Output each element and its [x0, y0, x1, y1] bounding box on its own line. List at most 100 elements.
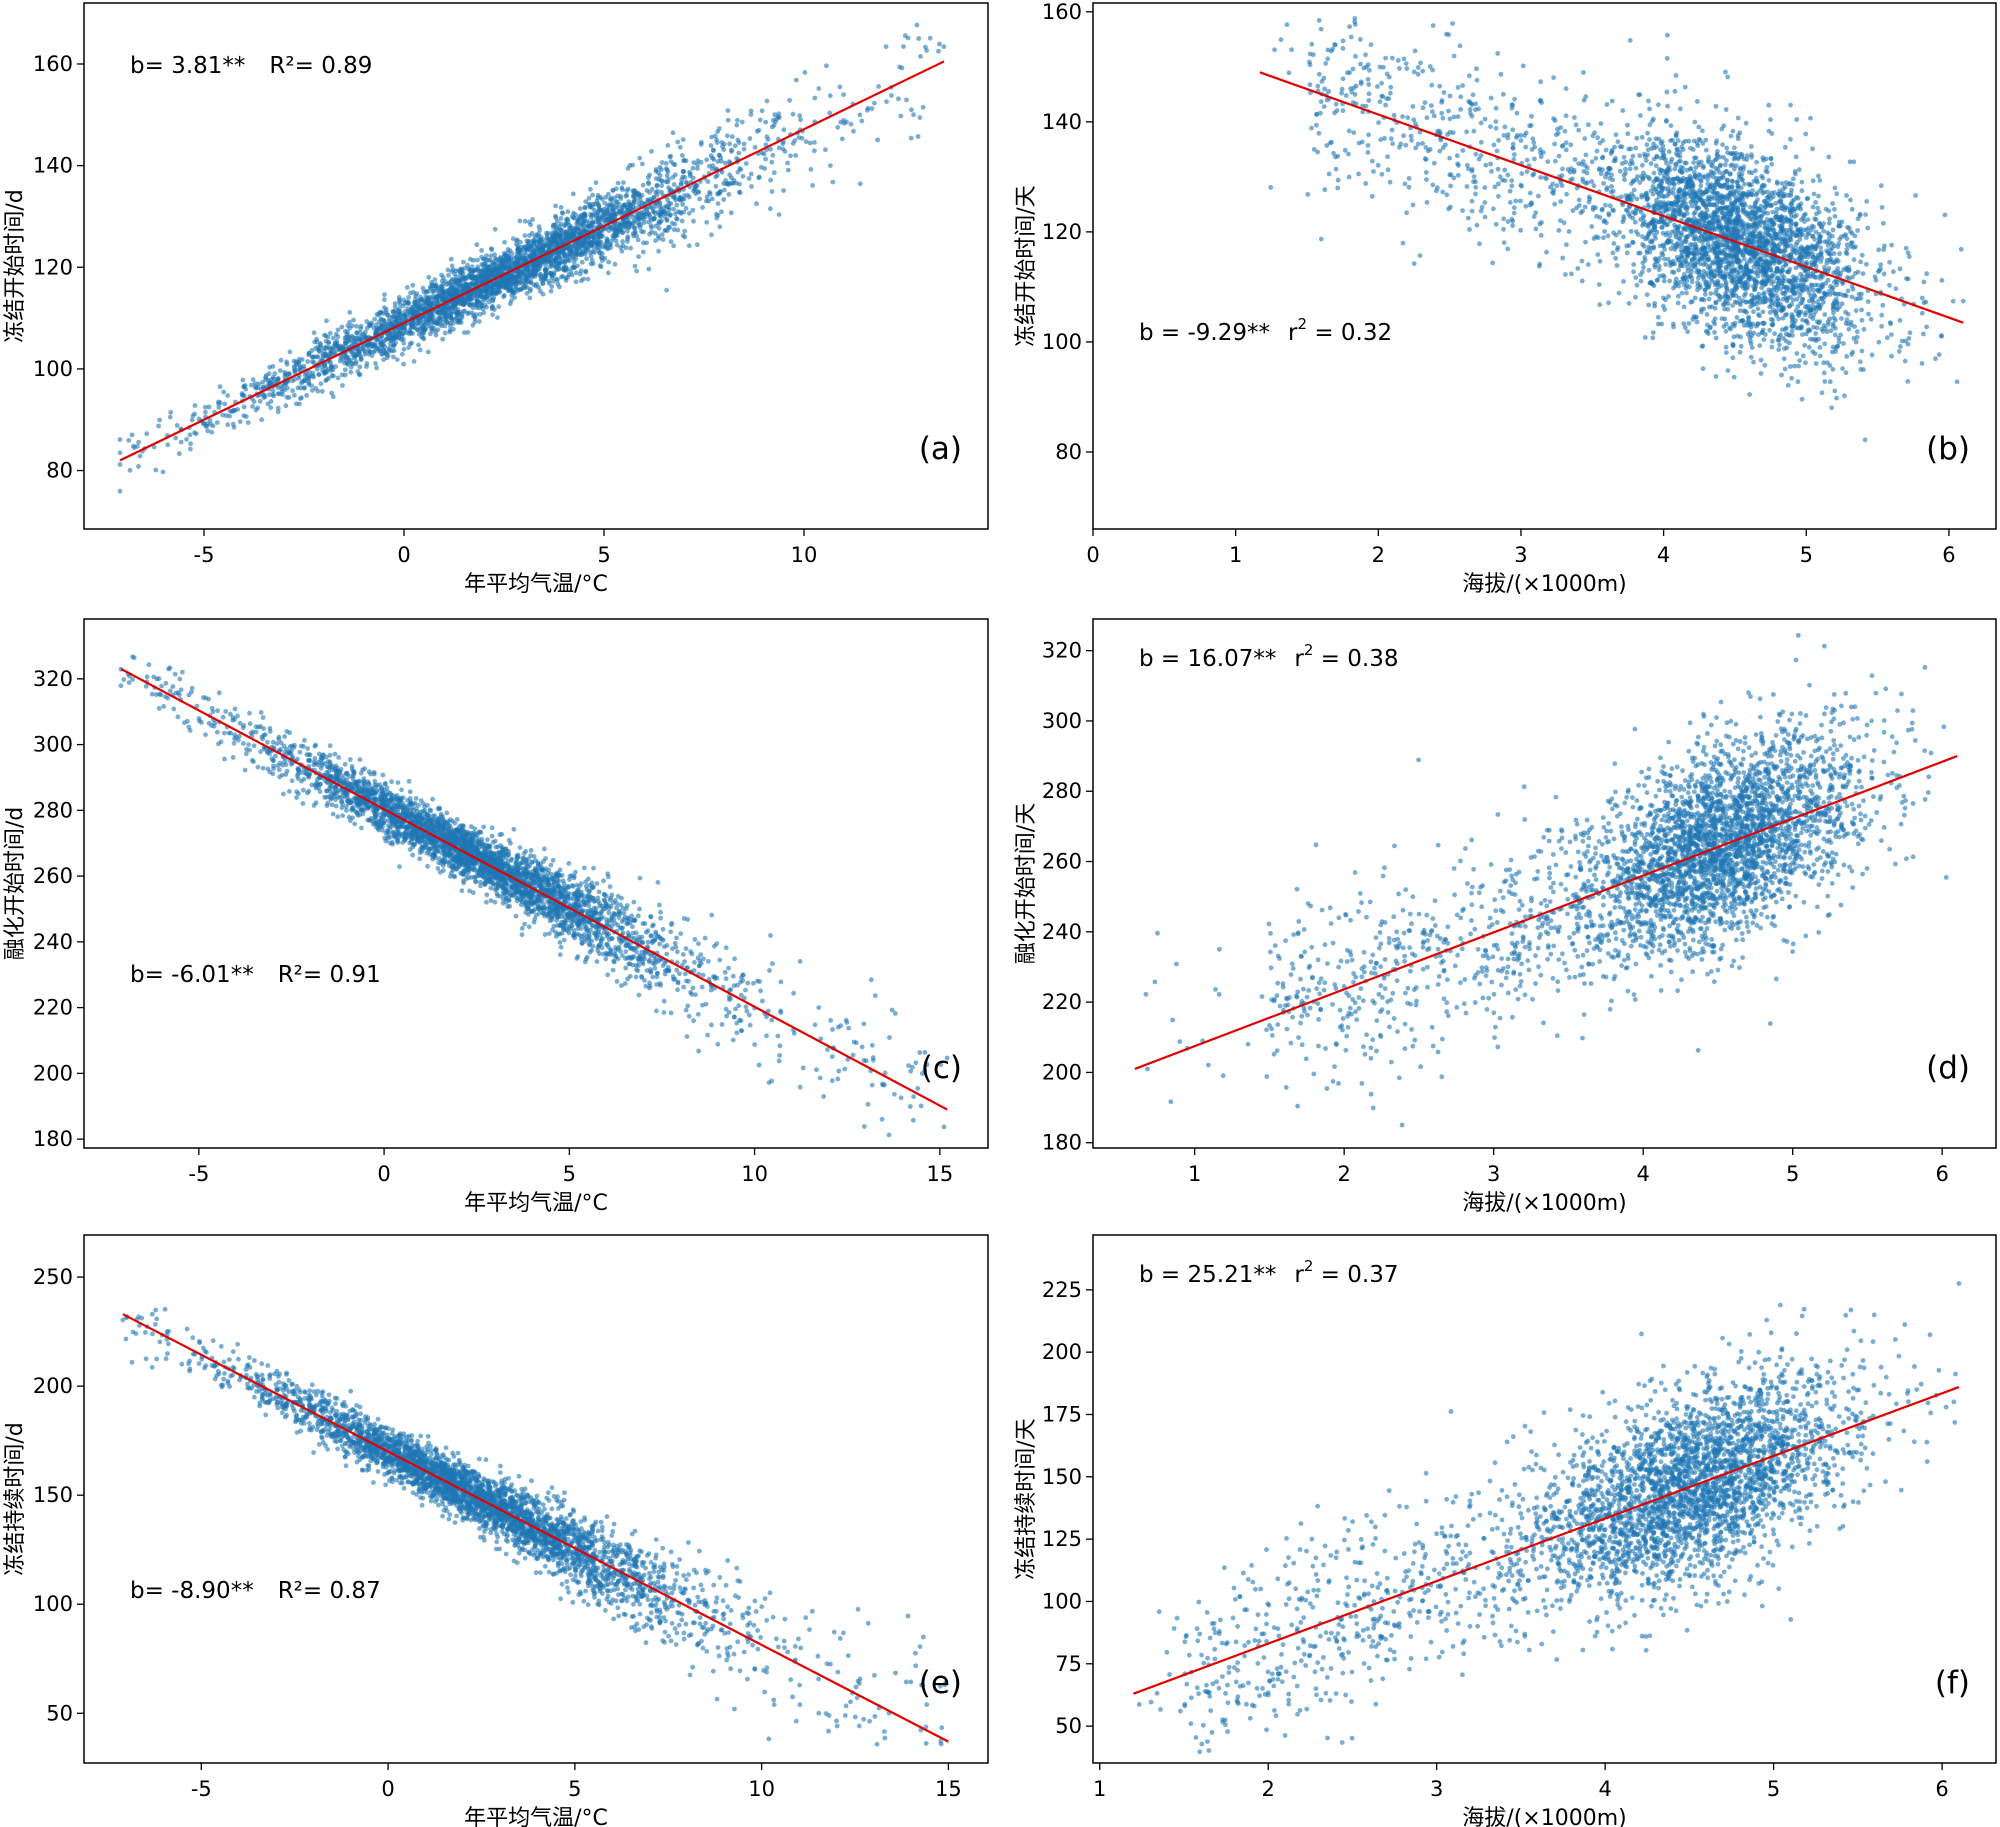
data-point — [316, 372, 322, 377]
data-point — [1728, 133, 1734, 139]
data-point — [295, 385, 301, 391]
data-point — [156, 423, 162, 429]
data-point — [1790, 176, 1796, 182]
data-point — [679, 177, 685, 183]
data-point — [410, 282, 416, 288]
data-point — [785, 167, 791, 173]
data-point — [1793, 154, 1799, 160]
data-point — [619, 248, 625, 254]
data-point — [485, 264, 491, 270]
data-point — [418, 297, 424, 303]
data-point — [671, 206, 677, 212]
data-point — [636, 211, 642, 216]
data-point — [326, 340, 332, 345]
data-point — [1694, 319, 1700, 325]
data-point — [1781, 356, 1787, 362]
data-point — [496, 288, 502, 294]
data-point — [593, 180, 599, 186]
data-point — [636, 254, 641, 259]
data-point — [1377, 99, 1383, 104]
data-point — [545, 257, 551, 263]
data-point — [309, 383, 314, 388]
data-point — [1471, 128, 1477, 134]
data-point — [1482, 116, 1488, 122]
data-point — [533, 269, 538, 275]
data-point — [904, 97, 909, 103]
data-point — [764, 134, 770, 140]
data-point — [614, 229, 619, 235]
data-point — [1448, 183, 1453, 189]
data-point — [682, 228, 688, 234]
data-point — [456, 319, 462, 325]
data-point — [812, 140, 817, 145]
data-point — [378, 341, 383, 347]
data-point — [636, 222, 642, 228]
data-point — [583, 269, 589, 275]
data-point — [1664, 56, 1670, 61]
data-point — [495, 315, 500, 320]
data-point — [671, 182, 677, 187]
data-point — [1410, 202, 1416, 208]
data-point — [353, 361, 359, 367]
data-point — [717, 224, 723, 230]
data-point — [898, 113, 904, 119]
data-point — [830, 179, 836, 185]
data-point — [1518, 138, 1524, 143]
data-point — [399, 351, 405, 357]
data-point — [282, 387, 288, 393]
data-point — [1563, 86, 1569, 92]
data-point — [372, 316, 378, 322]
data-point — [472, 316, 478, 322]
data-point — [406, 345, 412, 350]
data-point — [377, 325, 382, 331]
data-point — [726, 182, 731, 188]
data-point — [1616, 290, 1622, 296]
data-point — [675, 227, 681, 233]
data-point — [550, 224, 556, 230]
data-point — [875, 137, 880, 143]
data-point — [664, 167, 670, 173]
data-point — [1748, 354, 1754, 360]
data-point — [658, 207, 664, 212]
data-point — [1556, 153, 1562, 159]
data-point — [714, 137, 719, 143]
data-point — [364, 361, 370, 366]
data-point — [1693, 155, 1699, 161]
data-point — [781, 188, 786, 193]
data-point — [569, 214, 575, 219]
data-point — [209, 429, 215, 435]
data-point — [1788, 102, 1793, 108]
data-point — [514, 241, 519, 247]
data-point — [594, 245, 600, 251]
data-point — [507, 273, 513, 279]
data-point — [841, 120, 847, 126]
data-point — [429, 325, 435, 330]
data-point — [292, 392, 297, 398]
data-point — [841, 92, 846, 97]
data-point — [301, 378, 307, 384]
r-squared-text: R²= 0.89 — [269, 53, 372, 79]
data-point — [357, 364, 363, 370]
data-point — [1832, 332, 1838, 338]
data-point — [270, 374, 276, 380]
data-point — [562, 223, 567, 229]
data-point — [552, 230, 558, 235]
data-point — [721, 197, 727, 202]
data-point — [668, 201, 674, 206]
data-point — [1614, 263, 1620, 268]
data-point — [1863, 212, 1868, 218]
data-point — [1710, 170, 1715, 176]
data-point — [625, 207, 630, 213]
data-point — [615, 180, 621, 186]
data-point — [241, 413, 247, 419]
data-point — [735, 137, 741, 143]
data-point — [388, 341, 393, 347]
data-point — [220, 412, 226, 418]
data-point — [621, 202, 627, 208]
x-tick-label: 0 — [397, 543, 410, 567]
y-tick-label: 100 — [33, 357, 73, 381]
data-point — [280, 392, 285, 397]
data-point — [1474, 222, 1480, 228]
data-point — [565, 209, 571, 215]
data-point — [1494, 148, 1500, 154]
